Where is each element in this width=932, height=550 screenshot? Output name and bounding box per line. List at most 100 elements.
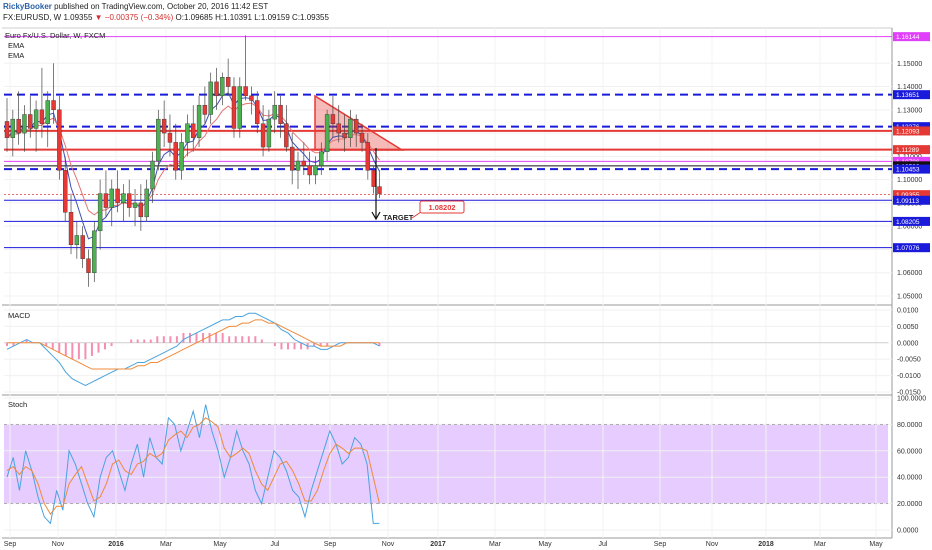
candle-down (68, 212, 74, 246)
stoch-tick-label: 40.0000 (897, 475, 922, 482)
candle-down (231, 86, 237, 129)
candle-down (63, 170, 68, 213)
time-tick-label: Nov (706, 541, 719, 548)
stoch-tick-label: 60.0000 (897, 448, 922, 455)
candle-up (208, 81, 213, 115)
stoch-pane (6, 404, 380, 525)
quote-line: FX:EURUSD, W 1.09355 ▼ −0.00375 (−0.34%)… (3, 13, 329, 22)
macd-tick-label: 0.0100 (897, 308, 919, 315)
price-badges: 1.161441.136511.122761.120931.112891.107… (893, 32, 930, 253)
target-label: TARGET (383, 213, 414, 222)
price-badge (893, 190, 930, 200)
candle-up (132, 202, 138, 208)
horizontal-levels (4, 36, 892, 249)
time-tick-label: Sep (324, 541, 337, 548)
candle-down (191, 123, 196, 138)
time-tick-label: Jul (599, 541, 608, 548)
price-badge (893, 126, 930, 136)
price-tick-label: 1.13000 (897, 107, 922, 114)
candle-up (144, 188, 149, 218)
stoch-tick-label: 20.0000 (897, 501, 922, 508)
candle-down (127, 193, 132, 208)
candle-down (202, 104, 208, 115)
price-badge (893, 145, 930, 155)
candle-up (220, 77, 225, 97)
stoch-k-line (6, 404, 380, 525)
candle-down (51, 100, 56, 111)
candle-down (301, 160, 307, 166)
time-tick-label: Mar (160, 541, 173, 548)
price-badge-label: 1.09355 (896, 192, 920, 199)
stoch-band (4, 424, 888, 504)
macd-tick-label: -0.0050 (897, 357, 921, 364)
candle-down (115, 188, 120, 204)
candle-up (156, 118, 161, 162)
candle-down (354, 118, 359, 134)
publisher-line: RickyBooker published on TradingView.com… (3, 2, 268, 11)
candle-down (307, 165, 312, 176)
time-tick-label: Mar (814, 541, 827, 548)
stoch-tick-label: 0.0000 (897, 528, 919, 535)
candle-down (173, 142, 178, 171)
macd-tick-label: -0.0100 (897, 373, 921, 380)
time-tick-label: May (538, 541, 552, 548)
stoch-tick-label: 100.0000 (897, 396, 926, 403)
price-badge (893, 243, 930, 253)
candles (4, 35, 382, 287)
candle-up (295, 160, 301, 171)
candle-down (86, 258, 91, 273)
candle-down (342, 132, 347, 138)
candle-down (103, 193, 109, 208)
publisher-name[interactable]: RickyBooker (3, 2, 52, 11)
candle-down (138, 202, 144, 218)
candle-down (255, 100, 260, 124)
stoch-d-line (6, 417, 380, 516)
candle-down (289, 146, 295, 171)
candle-up (313, 165, 318, 176)
price-badge-label: 1.07076 (896, 245, 920, 252)
ohlc-values: O:1.09685 H:1.10391 L:1.09159 C:1.09355 (175, 13, 329, 22)
price-tick-label: 1.15000 (897, 61, 922, 68)
published-text: published on TradingView.com, October 20… (54, 2, 269, 11)
candle-down (249, 95, 254, 101)
macd-tick-label: -0.0150 (897, 390, 921, 397)
candle-up (319, 151, 324, 166)
macd-signal-line (7, 319, 380, 370)
candle-down (225, 77, 231, 87)
time-tick-label: 2016 (108, 541, 124, 548)
time-tick-label: Mar (489, 541, 502, 548)
candle-up (121, 193, 126, 204)
macd-tick-label: 0.0000 (897, 340, 919, 347)
time-tick-label: 2018 (758, 541, 774, 548)
candle-up (266, 118, 272, 148)
price-badge-label: 1.11289 (896, 147, 919, 154)
candle-down (80, 235, 85, 259)
candle-up (324, 114, 330, 152)
candle-up (74, 235, 80, 245)
candle-down (161, 118, 167, 134)
candle-up (10, 118, 16, 138)
candle-down (4, 121, 10, 138)
target-price: 1.08202 (428, 203, 455, 212)
candle-up (33, 109, 39, 129)
target-arrowhead (371, 211, 381, 221)
price-badge-label: 1.13651 (896, 92, 920, 99)
candle-down (57, 109, 62, 171)
candle-up (150, 160, 155, 190)
macd-pane (4, 312, 888, 386)
time-tick-label: Jul (271, 541, 280, 548)
stoch-label: Stoch (8, 400, 27, 409)
candle-down (336, 123, 341, 134)
candle-up (179, 142, 184, 171)
price-badge (893, 164, 930, 174)
price-badge-label: 1.16144 (896, 34, 920, 41)
candle-down (359, 132, 365, 143)
price-badge-label: 1.12093 (896, 128, 920, 135)
price-badge (893, 32, 930, 42)
price-tick-label: 1.05000 (897, 294, 922, 301)
time-tick-label: Sep (654, 541, 667, 548)
macd-label: MACD (8, 311, 31, 320)
time-tick-label: Nov (382, 541, 395, 548)
price-tick-label: 1.06000 (897, 270, 922, 277)
